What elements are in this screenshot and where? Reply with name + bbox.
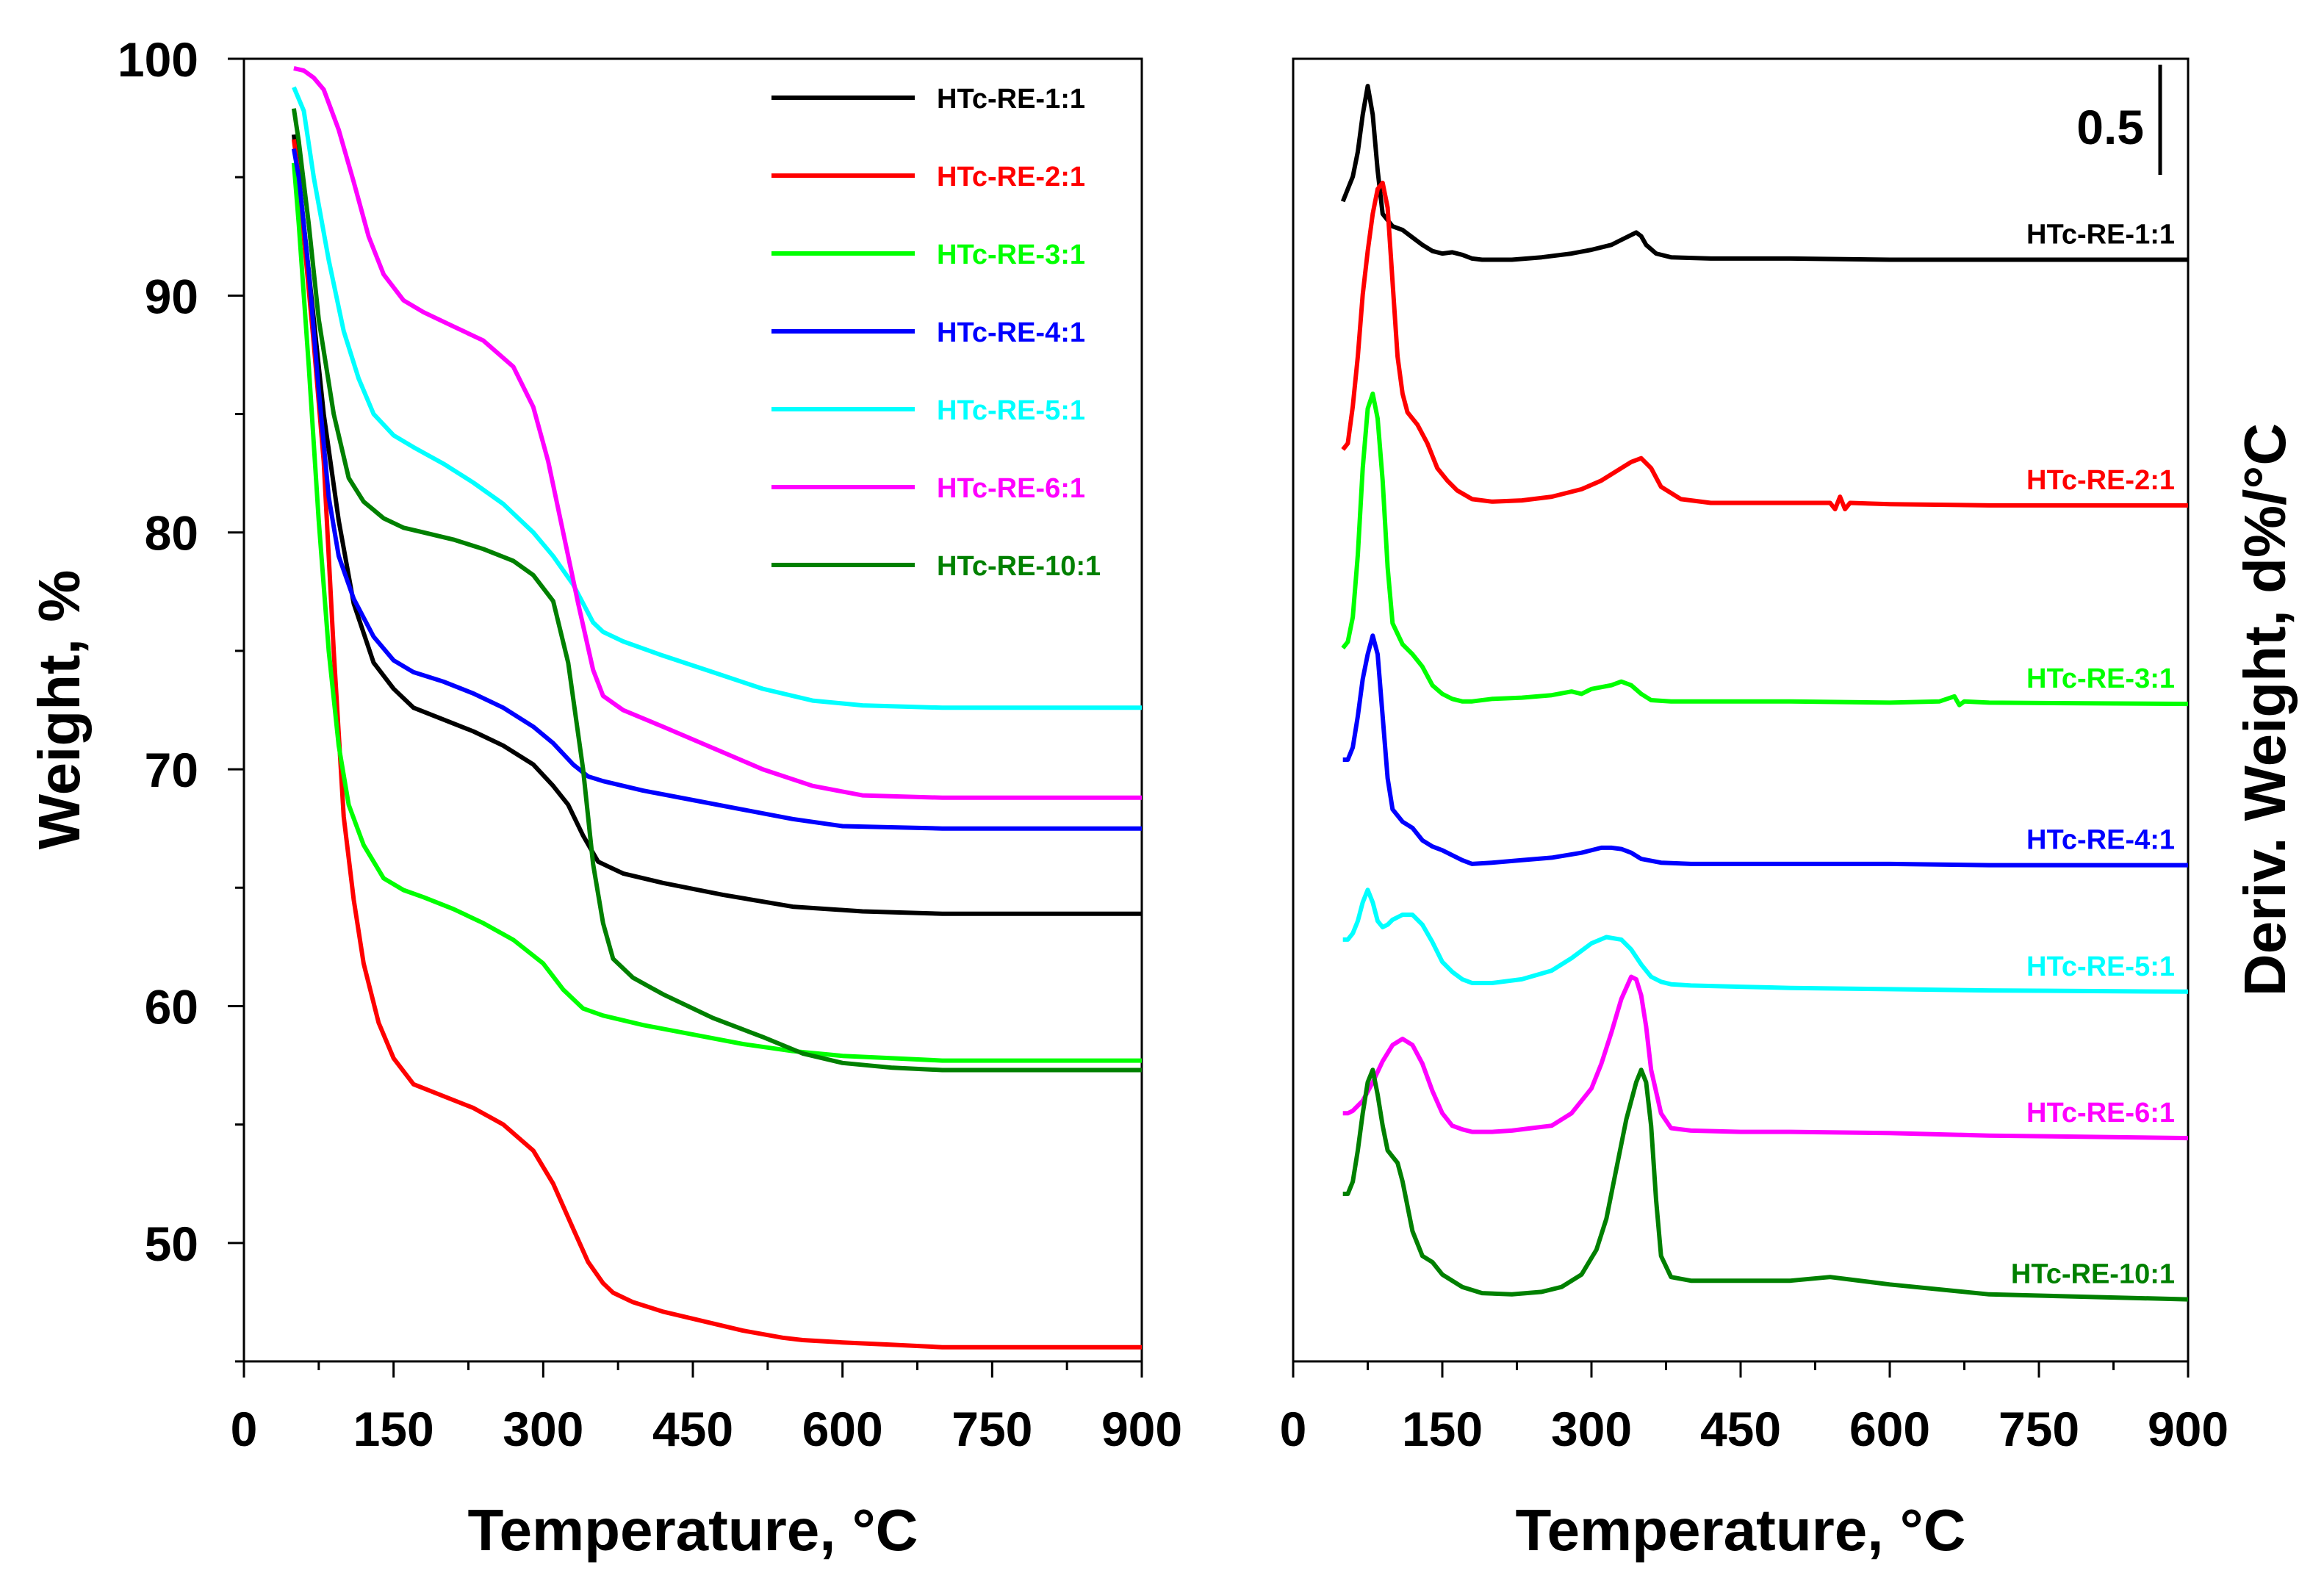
- tga-series-line-0: [291, 134, 1142, 916]
- dtg-x-tick-label: 150: [1402, 1402, 1483, 1456]
- dtg-series-label: HTc-RE-2:1: [2026, 465, 2175, 496]
- tga-x-tick-label: 150: [353, 1402, 434, 1456]
- dtg-series-label: HTc-RE-5:1: [2026, 951, 2175, 982]
- dtg-series-labels: HTc-RE-1:1 HTc-RE-2:1 HTc-RE-3:1 HTc-RE-4:1…: [2011, 220, 2175, 1290]
- legend-label: HTc-RE-5:1: [937, 395, 1085, 426]
- tga-x-tick-label: 900: [1101, 1402, 1182, 1456]
- tga-y-tick-label: 60: [145, 979, 198, 1034]
- tga-x-tick-label: 300: [503, 1402, 583, 1456]
- tga-y-tick-label: 90: [145, 269, 198, 323]
- dtg-series-line-2: [1341, 391, 2189, 708]
- dtg-x-tick-label: 600: [1849, 1402, 1930, 1456]
- tga-panel: 0 150 300 450 600 750 900 50 60 70 80 90 100 HTc-RE-…: [26, 32, 1182, 1563]
- tga-series-line-2: [291, 162, 1142, 1063]
- tga-series-line-4: [292, 86, 1142, 710]
- tga-series-line-5: [293, 65, 1142, 800]
- dtg-series-line-0: [1340, 84, 2188, 262]
- legend-label: HTc-RE-4:1: [937, 317, 1085, 348]
- dtg-x-tick-label: 450: [1700, 1402, 1781, 1456]
- dtg-series-line-5: [1342, 974, 2189, 1141]
- legend-label: HTc-RE-3:1: [937, 240, 1085, 270]
- dtg-series-label: HTc-RE-6:1: [2026, 1098, 2175, 1128]
- dtg-x-tick-label: 0: [1280, 1402, 1307, 1456]
- dtg-series-line-1: [1341, 180, 2188, 511]
- dtg-series-label: HTc-RE-4:1: [2026, 825, 2175, 856]
- legend-label: HTc-RE-1:1: [937, 84, 1085, 115]
- dtg-x-axis-title: Temperature, °C: [1516, 1497, 1966, 1563]
- tga-x-tick-label: 750: [951, 1402, 1032, 1456]
- legend-label: HTc-RE-10:1: [937, 551, 1101, 582]
- tga-series-line-6: [291, 108, 1142, 1073]
- tga-legend: HTc-RE-1:1 HTc-RE-2:1 HTc-RE-3:1 HTc-RE-4:1…: [771, 84, 1101, 582]
- dtg-series-label: HTc-RE-3:1: [2026, 663, 2175, 694]
- dtg-panel: 0 150 300 450 600 750 900 HTc-RE-1:1 HTc-RE-2:1…: [1280, 57, 2298, 1563]
- legend-label: HTc-RE-2:1: [937, 162, 1085, 192]
- dtg-series-label: HTc-RE-10:1: [2011, 1259, 2175, 1290]
- tga-y-tick-label: 50: [145, 1217, 198, 1271]
- dtg-plot-frame: [1292, 57, 2190, 1363]
- dtg-x-tick-label: 900: [2148, 1402, 2228, 1456]
- tga-series-line-1: [291, 139, 1142, 1350]
- dtg-series-label: HTc-RE-1:1: [2026, 220, 2175, 251]
- dtg-series-line-6: [1342, 1067, 2189, 1302]
- tga-series-line-3: [291, 148, 1142, 831]
- dtg-ticks: 0 150 300 450 600 750 900: [1280, 1361, 2228, 1456]
- tga-series-lines: [291, 65, 1142, 1350]
- scale-bar: 0.5: [2076, 65, 2162, 175]
- tga-x-tick-label: 600: [802, 1402, 883, 1456]
- tga-y-tick-label: 100: [118, 32, 198, 87]
- tga-ticks: 0 150 300 450 600 750 900 50 60 70 80 90 100: [118, 32, 1182, 1456]
- dtg-y-axis-title: Deriv. Weight, d%/°C: [2232, 423, 2298, 996]
- dtg-series-lines: [1340, 84, 2189, 1302]
- scale-bar-label: 0.5: [2076, 100, 2144, 154]
- tga-y-tick-label: 70: [145, 743, 198, 797]
- tga-y-axis-title: Weight, %: [26, 570, 92, 850]
- dtg-series-line-3: [1342, 633, 2188, 868]
- tga-x-tick-label: 0: [231, 1402, 258, 1456]
- dtg-x-tick-label: 300: [1551, 1402, 1632, 1456]
- tga-y-tick-label: 80: [145, 506, 198, 561]
- tga-x-tick-label: 450: [652, 1402, 733, 1456]
- dtg-x-tick-label: 750: [1999, 1402, 2079, 1456]
- legend-label: HTc-RE-6:1: [937, 473, 1085, 504]
- dtg-series-line-4: [1342, 887, 2189, 994]
- tga-x-axis-title: Temperature, °C: [468, 1497, 918, 1563]
